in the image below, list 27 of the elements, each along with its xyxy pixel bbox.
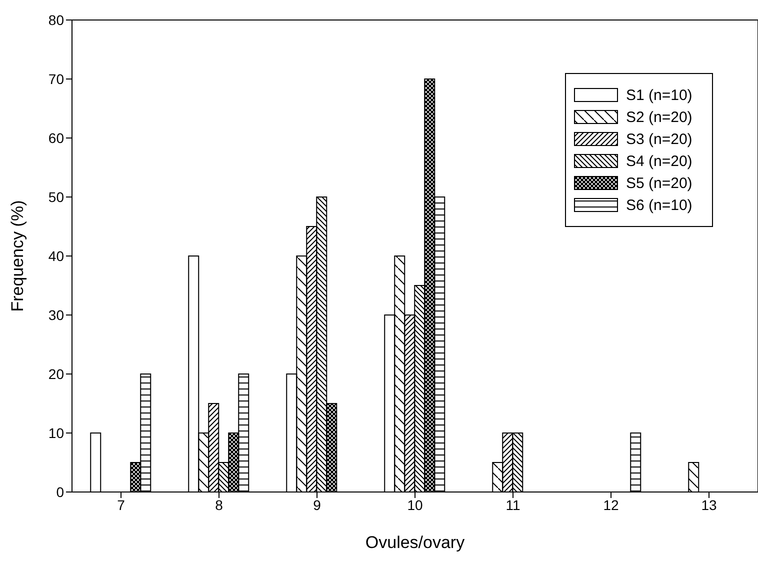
y-tick-label: 0 — [56, 484, 64, 500]
y-tick-label: 30 — [48, 306, 64, 323]
y-tick-label: 60 — [48, 130, 64, 146]
legend-label: S5 (n=20) — [626, 174, 692, 192]
x-axis-title: Ovules/ovary — [365, 533, 466, 552]
x-tick-label: 8 — [215, 496, 224, 513]
x-tick-label: 9 — [313, 496, 322, 513]
bar — [90, 432, 102, 492]
y-tick-label: 20 — [48, 366, 64, 382]
y-tick-label: 80 — [48, 12, 64, 28]
legend-label: S1 (n=10) — [626, 86, 692, 104]
legend-label: S6 (n=10) — [626, 196, 692, 214]
y-tick-label: 10 — [48, 424, 64, 441]
bar — [688, 462, 700, 492]
y-axis-title: Frequency (%) — [8, 200, 28, 312]
y-tick-label: 40 — [48, 248, 64, 264]
legend-label: S2 (n=20) — [626, 108, 692, 126]
bar — [630, 432, 642, 492]
y-tick-label: 70 — [48, 70, 64, 87]
x-tick-label: 13 — [701, 496, 717, 513]
x-tick-label: 11 — [506, 496, 520, 513]
legend-label: S3 (n=20) — [626, 130, 692, 148]
x-tick-label: 10 — [407, 496, 423, 513]
legend-label: S4 (n=20) — [626, 152, 692, 170]
x-tick-label: 7 — [117, 496, 126, 513]
y-tick-label: 50 — [48, 188, 64, 205]
x-tick-label: 12 — [603, 496, 619, 513]
